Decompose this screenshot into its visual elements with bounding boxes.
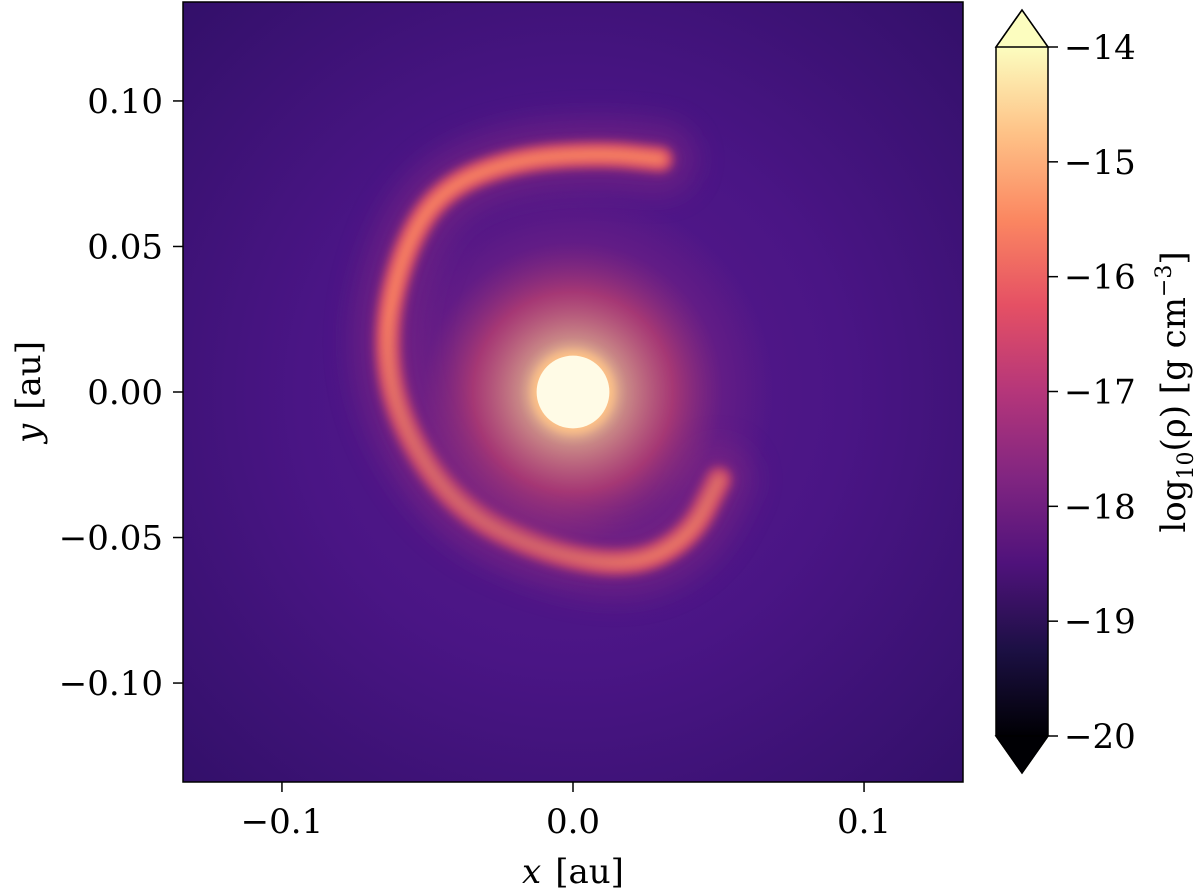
y-tick-label: −0.05 xyxy=(59,519,163,559)
colorbar-tick-label: −17 xyxy=(1064,373,1136,413)
central-star xyxy=(536,355,610,429)
colorbar-extend-top xyxy=(994,8,1050,48)
colorbar-label: log10(ρ) [g cm−3] xyxy=(1152,251,1199,532)
x-axis-label: x [au] xyxy=(522,852,624,892)
y-tick-label: −0.10 xyxy=(59,664,163,704)
colorbar-tick-label: −14 xyxy=(1064,28,1136,68)
colorbar-tick-label: −18 xyxy=(1064,487,1136,527)
y-axis-ticks: 0.10 0.05 0.00 −0.05 −0.10 xyxy=(59,82,183,704)
x-tick-label: 0.0 xyxy=(546,802,600,842)
density-features xyxy=(353,119,774,597)
x-tick-label: 0.1 xyxy=(837,802,891,842)
colorbar: −14 −15 −16 −17 −18 −19 −20 log10(ρ) [g cm−3] xyxy=(994,8,1199,775)
colorbar-tick-label: −15 xyxy=(1064,143,1136,183)
x-tick-label: −0.1 xyxy=(241,802,324,842)
colorbar-extend-bottom xyxy=(994,735,1050,775)
x-axis-ticks: −0.1 0.0 0.1 xyxy=(241,782,891,842)
colorbar-tick-label: −19 xyxy=(1064,602,1136,642)
colorbar-tick-label: −20 xyxy=(1064,717,1136,757)
y-axis-label: y[au] xyxy=(9,341,49,445)
y-tick-label: 0.10 xyxy=(87,82,163,122)
colorbar-ticks: −14 −15 −16 −17 −18 −19 −20 xyxy=(1048,28,1136,757)
y-tick-label: 0.05 xyxy=(87,227,163,267)
heatmap-area xyxy=(183,2,963,782)
colorbar-gradient xyxy=(996,47,1048,736)
y-tick-label: 0.00 xyxy=(87,373,163,413)
colorbar-tick-label: −16 xyxy=(1064,258,1136,298)
